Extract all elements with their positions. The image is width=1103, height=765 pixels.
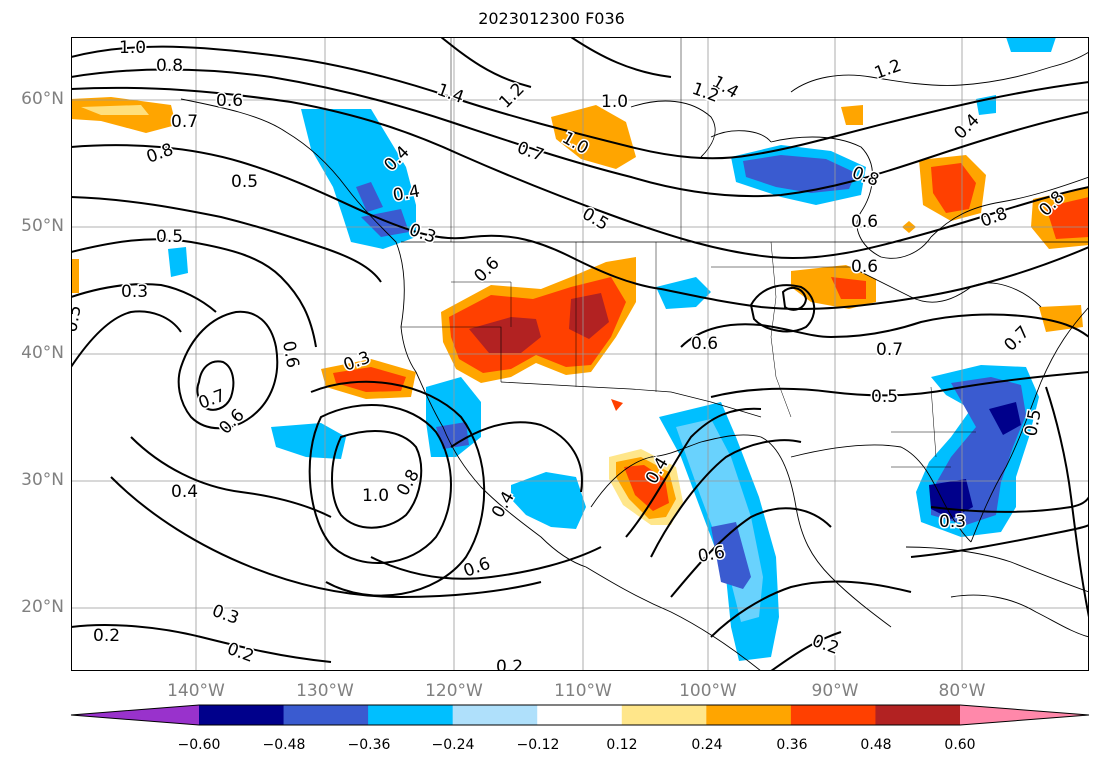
lon-tick-label: 110°W [554,681,612,701]
contour-label: 1.2 [872,56,904,84]
map-panel: 1.0 0.8 0.7 0.8 0.6 1.4 1.2 1.0 1.0 0.7 1.4 1.2 1.2 0… [71,37,1089,671]
contour-label: 0.3 [939,512,966,532]
colorbar-segment [537,705,623,725]
contour-label: 0.8 [393,466,424,499]
colorbar-segment [706,705,792,725]
contour-label: 0.7 [514,138,546,166]
contour-lines [71,37,1089,671]
lon-tick-label: 100°W [679,681,737,701]
colorbar-tick-label: −0.48 [262,737,306,753]
contour-label: 0.6 [216,91,243,111]
contour-label: 0.5 [231,172,258,192]
lon-tick-label: 80°W [938,681,986,701]
lon-tick-label: 140°W [167,681,225,701]
colorbar-tick-label: −0.36 [347,737,391,753]
lat-tick-label: 20°N [21,597,64,617]
contour-label: 0.7 [876,340,903,360]
lat-tick-label: 30°N [21,470,64,490]
colorbar-outline [70,704,1090,726]
contour-label: 0.8 [978,204,1010,232]
shade-bc-small-negative [168,247,188,277]
contour-label: 0.2 [496,657,523,671]
contour-label: 0.3 [406,220,438,248]
colorbar-extend-max [960,705,1089,725]
contour-label: 0.2 [224,639,256,667]
lat-tick-label: 50°N [21,216,64,236]
contour-label: 0.7 [196,386,228,414]
shade-mexico-negative [511,472,586,529]
contour-label: 0.5 [871,387,898,407]
contour-label: 0.3 [121,282,148,302]
contour-label: 0.6 [215,405,248,438]
contour-label: 0.6 [851,212,878,232]
anomaly-shading [71,37,1089,661]
contour-label: 0.4 [171,482,198,502]
contour-label: 1.0 [119,38,146,58]
contour-label: 0.6 [278,339,302,369]
contour-label: 0.2 [93,626,120,646]
colorbar-tick-label: 0.24 [691,737,723,753]
contour-label: 0.6 [470,253,503,286]
map-title: 2023012300 F036 [478,9,625,28]
colorbar-segment [368,705,454,725]
colorbar-segment [621,705,707,725]
lat-tick-label: 40°N [21,343,64,363]
graticule [71,37,1089,671]
contour-label: 0.4 [391,182,421,206]
colorbar-segment [199,705,285,725]
colorbar-segment [790,705,876,725]
contour-label: 0.7 [171,112,198,132]
contour-label: 0.8 [156,56,183,76]
colorbar-tick-label: 0.60 [944,737,976,753]
shade-ne-positive [1039,305,1083,332]
lon-tick-label: 90°W [811,681,859,701]
contour-label: 0.4 [950,110,983,143]
colorbar-segment [452,705,538,725]
contour-label: 0.8 [144,140,176,168]
colorbar [66,703,1094,731]
contour-label: 0.5 [156,227,183,247]
contour-label: 0.7 [1000,322,1033,355]
contour-label: 1.4 [434,80,466,108]
colorbar-tick-label: 0.36 [776,737,808,753]
contour-label: 0.5 [579,204,612,235]
colorbar-segment [283,705,369,725]
contour-label: 0.5 [1021,408,1045,438]
colorbar-tick-label: −0.12 [516,737,560,753]
contour-label: 0.2 [809,631,841,659]
lon-tick-label: 130°W [296,681,354,701]
contour-label: 0.6 [691,334,718,354]
colorbar-tick-label: 0.48 [860,737,892,753]
colorbar-tick-label: −0.60 [177,737,221,753]
coastlines-and-borders [180,37,1089,671]
colorbar-segment [875,705,961,725]
lon-tick-label: 120°W [425,681,483,701]
colorbar-tick-label: 0.12 [606,737,638,753]
shade-pacific-negative [271,423,346,459]
contour-label: 0.6 [851,257,878,277]
contour-label: 1.0 [362,486,389,506]
lat-tick-label: 60°N [21,89,64,109]
contour-label: 0.3 [209,601,241,629]
shade-ne-negative [1006,37,1056,52]
contour-label: 0.5 [71,304,86,334]
colorbar-extend-min [71,705,199,725]
contour-label: 1.0 [601,92,628,112]
colorbar-tick-label: −0.24 [431,737,475,753]
